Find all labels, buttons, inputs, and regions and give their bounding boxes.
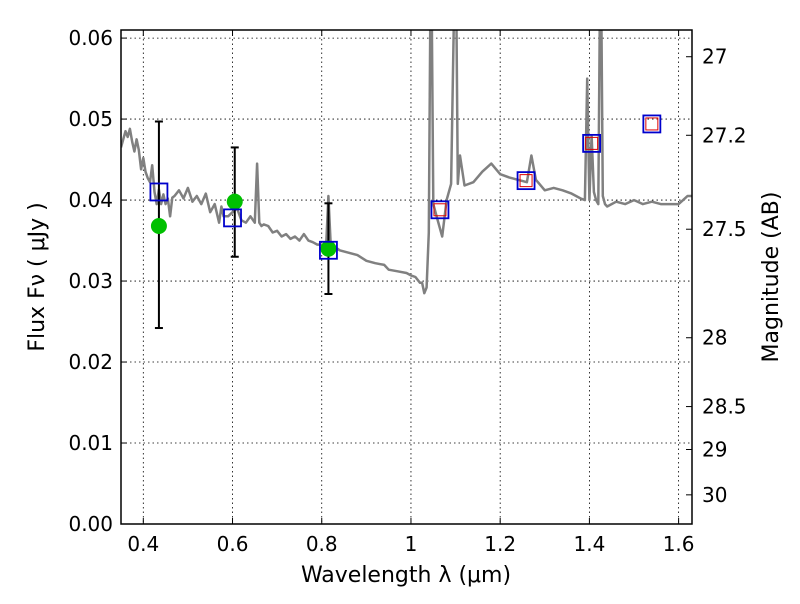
x-axis-label: Wavelength λ (μm) (301, 563, 511, 588)
model-photometry-square (430, 200, 450, 220)
x-tick-label: 0.8 (306, 532, 338, 556)
observed-point (226, 193, 243, 210)
y2-tick-label: 27.5 (702, 217, 747, 241)
plot-frame (120, 29, 693, 525)
x-tick-label: 0.4 (127, 532, 159, 556)
observed-point (320, 240, 337, 257)
y2-tick-label: 28.5 (702, 395, 747, 419)
model-photometry-square (642, 114, 662, 134)
x-tick-label: 0.6 (217, 532, 249, 556)
x-tick-label: 1 (405, 532, 418, 556)
y2-tick-label: 30 (702, 483, 727, 507)
model-photometry-inner-square (585, 136, 599, 150)
x-tick-label: 1.6 (663, 532, 695, 556)
y-tick-label: 0.01 (68, 431, 113, 455)
y-tick-label: 0.05 (68, 107, 113, 131)
y-axis-label: Flux Fν ( μJy ) (25, 202, 50, 351)
y2-axis-label: Magnitude (AB) (759, 192, 784, 363)
plot-area (121, 30, 692, 330)
model-photometry-inner-square (645, 117, 659, 131)
axis-ticks: 0.4 0.6 0.8 1 1.2 1.4 1.6 0.00 0.01 0.02 0.03 0.04 0… (68, 26, 746, 556)
y-tick-label: 0.02 (68, 350, 113, 374)
y-tick-label: 0.06 (68, 26, 113, 50)
model-spectrum-line (121, 30, 692, 295)
y-tick-label: 0.04 (68, 188, 113, 212)
model-photometry-square (319, 240, 338, 260)
y-tick-label: 0.03 (68, 269, 113, 293)
model-photometry-square (223, 208, 242, 228)
y-tick-label: 0.00 (68, 512, 113, 536)
y2-tick-label: 27.2 (702, 123, 747, 147)
model-photometry-square (149, 182, 169, 202)
observed-point (150, 217, 167, 234)
model-photometry-inner-square (433, 203, 447, 217)
model-photometry-square (582, 133, 602, 153)
model-photometry-square (516, 171, 536, 191)
x-tick-label: 1.4 (573, 532, 605, 556)
grid-lines (121, 30, 692, 525)
model-photometry-inner-square (519, 174, 533, 188)
y2-tick-label: 28 (702, 326, 727, 350)
y2-tick-label: 27 (702, 45, 727, 69)
y2-tick-label: 29 (702, 437, 727, 461)
x-tick-label: 1.2 (484, 532, 516, 556)
